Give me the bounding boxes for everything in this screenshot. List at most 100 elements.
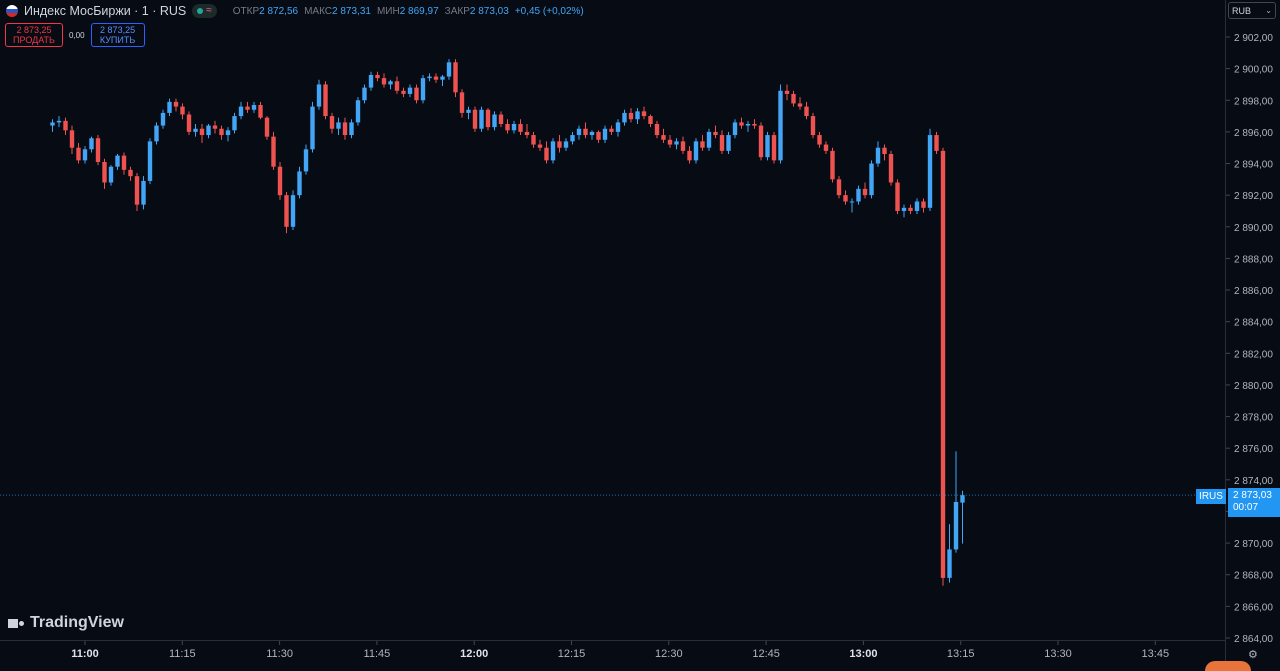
candle	[427, 73, 432, 82]
candle-body	[550, 141, 556, 161]
time-tick-label: 13:15	[947, 648, 975, 660]
candle-body	[251, 105, 257, 110]
price-tick-label: 2 878,00	[1234, 413, 1273, 424]
price-tick-label: 2 880,00	[1234, 381, 1273, 392]
price-tick-label: 2 898,00	[1234, 96, 1273, 107]
candle	[700, 135, 705, 151]
settings-icon[interactable]: ⚙	[1248, 649, 1258, 661]
candle	[563, 138, 569, 151]
candle	[134, 173, 140, 211]
candle	[271, 131, 276, 170]
candle	[661, 128, 666, 143]
candle-body	[563, 141, 569, 148]
candle	[524, 123, 530, 139]
candle	[238, 101, 244, 120]
candle-body	[804, 106, 809, 117]
candle	[758, 122, 764, 161]
candle-body	[713, 131, 718, 136]
candle-body	[817, 135, 822, 145]
candle-body	[264, 117, 270, 137]
candle-body	[336, 122, 341, 129]
candle	[667, 135, 673, 148]
tradingview-logo-text: TradingView	[30, 614, 124, 631]
candle-body	[960, 495, 965, 503]
candle	[388, 79, 393, 90]
candle	[479, 106, 484, 132]
candle-body	[719, 135, 725, 151]
candle	[680, 136, 686, 155]
candle-body	[141, 180, 146, 205]
candle	[505, 119, 510, 134]
candle-body	[375, 74, 380, 79]
candle-body	[69, 130, 75, 148]
candle	[518, 119, 523, 136]
candle	[862, 182, 868, 199]
candle	[901, 204, 907, 218]
candle-body	[362, 87, 367, 101]
candle-body	[615, 122, 621, 132]
candle-body	[518, 123, 523, 132]
candle-body	[232, 116, 237, 131]
sell-button[interactable]: 2 873,25 ПРОДАТЬ	[5, 23, 63, 47]
candle	[206, 123, 211, 139]
currency-label: RUB	[1232, 5, 1252, 16]
candle-body	[739, 122, 744, 126]
candle	[264, 116, 270, 140]
price-tick-label: 2 870,00	[1234, 539, 1273, 550]
price-tick-label: 2 900,00	[1234, 65, 1273, 76]
candle-body	[459, 92, 465, 113]
candle-body	[173, 101, 179, 107]
candle	[368, 71, 374, 91]
candle	[947, 524, 952, 583]
candle-body	[524, 131, 530, 136]
candle-body	[433, 76, 439, 80]
market-status-badge[interactable]: ≈	[192, 4, 217, 18]
bar-countdown: 00:07	[1233, 502, 1259, 513]
candle-body	[219, 128, 224, 136]
candle-body	[628, 112, 634, 120]
candle-body	[895, 182, 900, 211]
candle	[420, 74, 426, 104]
candle-body	[661, 135, 666, 140]
trade-buttons: 2 873,25 ПРОДАТЬ 0,00 2 873,25 КУПИТЬ	[5, 23, 145, 47]
currency-select[interactable]: RUB ⌄	[1228, 2, 1276, 19]
candle-body	[622, 112, 627, 123]
candle-body	[693, 141, 699, 161]
candle-body	[765, 135, 770, 158]
candle	[375, 71, 380, 82]
buy-price: 2 873,25	[100, 25, 136, 35]
tradingview-logo-icon	[8, 618, 24, 628]
symbol-title[interactable]: Индекс МосБиржи · 1 · RUS	[24, 4, 187, 18]
price-tick-label: 2 892,00	[1234, 191, 1273, 202]
candle	[739, 117, 744, 129]
candle	[648, 114, 653, 128]
candle-body	[791, 93, 796, 104]
ohlc-open: ОТКР2 872,56	[232, 5, 299, 17]
candle-body	[427, 76, 432, 79]
candle-body	[290, 195, 296, 227]
candle	[154, 122, 159, 145]
candle	[719, 130, 725, 155]
candle-body	[128, 169, 133, 177]
tradingview-logo[interactable]: TradingView	[8, 614, 124, 632]
candle	[316, 79, 322, 110]
buy-button[interactable]: 2 873,25 КУПИТЬ	[90, 23, 145, 47]
avatar[interactable]	[1205, 661, 1251, 671]
candle	[219, 125, 224, 140]
candle-body	[303, 149, 309, 172]
candle-body	[667, 139, 673, 145]
candle-body	[784, 90, 790, 94]
spread-value: 0,00	[69, 30, 85, 40]
candle-body	[479, 109, 484, 129]
candle	[193, 123, 198, 137]
price-tick-label: 2 886,00	[1234, 286, 1273, 297]
time-axis: 11:00 11:15 11:30 11:45 12:00 12:15 12:30 12:45…	[71, 641, 1169, 660]
candle-body	[927, 135, 933, 208]
candle-body	[453, 62, 458, 93]
time-tick-label: 13:00	[849, 648, 877, 660]
candle	[433, 73, 439, 83]
candle	[869, 160, 874, 199]
candle	[128, 166, 133, 181]
